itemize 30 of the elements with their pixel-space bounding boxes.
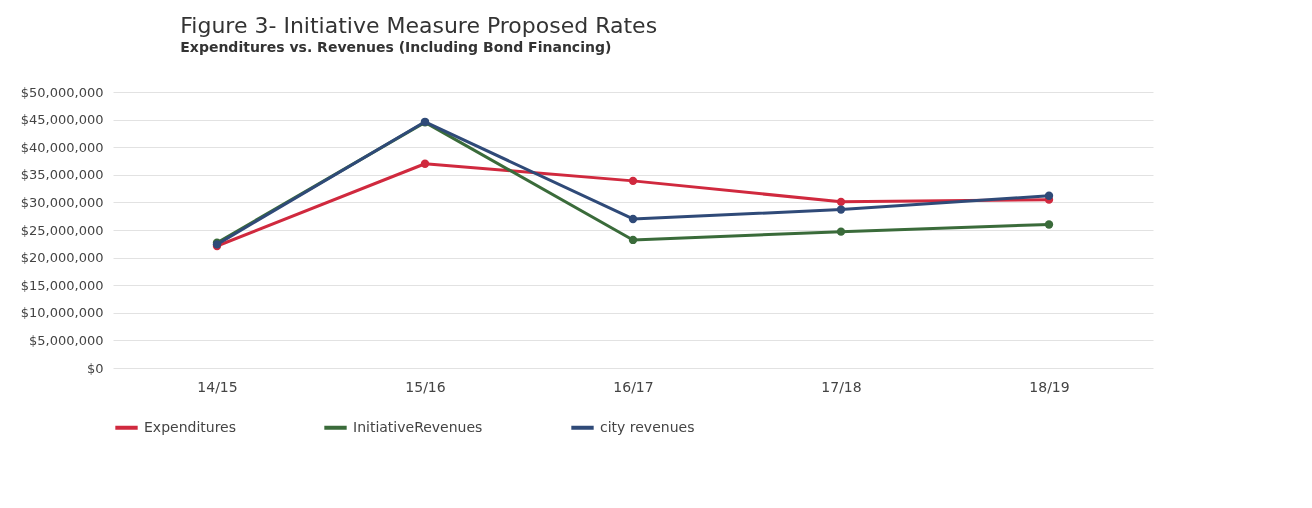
y-tick-label: $5,000,000 [29,332,104,348]
x-tick-label: 16/17 [613,378,654,395]
y-tick-label: $20,000,000 [20,250,104,266]
y-tick-label: $35,000,000 [20,167,104,183]
y-tick-label: $10,000,000 [20,305,104,321]
y-tick-label: $30,000,000 [20,194,104,210]
point [628,176,638,186]
point [628,214,638,224]
chart-title: Figure 3- Initiative Measure Proposed Rates [180,13,658,38]
x-tick-label: 18/19 [1029,378,1070,395]
y-tick-label: $40,000,000 [20,139,104,155]
point [420,159,430,168]
point [1044,191,1054,200]
x-tick-label: 17/18 [821,378,862,395]
y-tick-label: $0 [86,360,104,376]
y-tick-label: $15,000,000 [20,277,104,293]
legend-label: city revenues [600,418,695,435]
x-tick-label: 14/15 [197,378,238,395]
y-tick-label: $25,000,000 [20,222,104,238]
point [1044,220,1054,229]
point [836,197,846,207]
legend-label: Expenditures [144,418,236,435]
point [836,227,846,236]
chart-subtitle: Expenditures vs. Revenues (Including Bond Financing) [180,39,612,55]
point [836,205,846,214]
y-tick-label: $50,000,000 [20,84,104,100]
point [628,235,638,245]
x-tick-label: 15/16 [405,378,446,395]
legend-label: InitiativeRevenues [353,418,483,435]
y-tick-label: $45,000,000 [20,112,104,128]
